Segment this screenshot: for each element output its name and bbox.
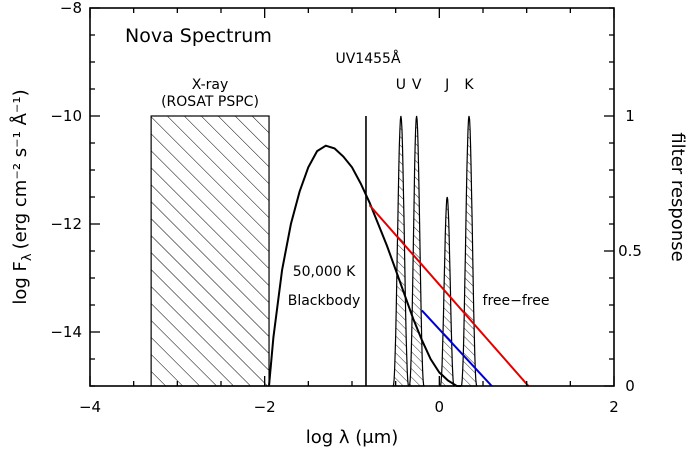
x-tick-label: −4 xyxy=(79,398,101,416)
y2-tick-label: 0 xyxy=(625,377,635,395)
x-tick-label: −2 xyxy=(254,398,276,416)
xray-label-line1: X-ray xyxy=(192,77,229,93)
free-free-line-2 xyxy=(421,309,493,387)
chart-title: Nova Spectrum xyxy=(125,25,272,47)
filter-curve-V xyxy=(408,115,425,387)
filter-label-J: J xyxy=(444,77,449,93)
y-axis-label-main: log F xyxy=(10,261,31,305)
y2-tick-label: 0.5 xyxy=(618,242,642,260)
y-tick-label: −8 xyxy=(60,0,82,17)
y-axis-label: log Fλ (erg cm⁻² s⁻¹ Å⁻¹) xyxy=(9,89,35,304)
filter-curve-U xyxy=(392,115,410,387)
uv-line-label: UV1455Å xyxy=(335,50,400,67)
xray-region xyxy=(150,115,270,387)
filter-label-U: U xyxy=(396,77,406,93)
xray-region-box xyxy=(150,115,270,387)
blackbody-curve xyxy=(268,144,462,387)
y-tick-label: −14 xyxy=(50,323,82,341)
filter-label-K: K xyxy=(464,77,474,93)
filter-curve-K xyxy=(460,115,478,387)
y-tick-label: −10 xyxy=(50,107,82,125)
x-tick-label: 2 xyxy=(609,398,619,416)
free-free-line-1 xyxy=(368,204,530,387)
y2-axis-label: filter response xyxy=(667,132,686,261)
filter-label-V: V xyxy=(412,77,422,93)
blackbody-label-line2: Blackbody xyxy=(288,293,361,309)
xray-label-line2: (ROSAT PSPC) xyxy=(161,94,259,110)
filter-response-curves xyxy=(392,115,478,387)
free-free-label: free−free xyxy=(483,293,550,309)
y-axis-label-units: (erg cm⁻² s⁻¹ Å⁻¹) xyxy=(9,89,31,249)
x-tick-label: 0 xyxy=(435,398,445,416)
filter-curve-J xyxy=(439,196,456,387)
y-tick-label: −12 xyxy=(50,215,82,233)
axis-ticks xyxy=(89,7,615,387)
y-axis-label-sub: λ xyxy=(20,253,35,261)
x-axis-label: log λ (μm) xyxy=(306,427,399,448)
spectrum-curves xyxy=(268,116,530,387)
blackbody-label-line1: 50,000 K xyxy=(293,264,356,280)
y2-tick-label: 1 xyxy=(625,107,635,125)
